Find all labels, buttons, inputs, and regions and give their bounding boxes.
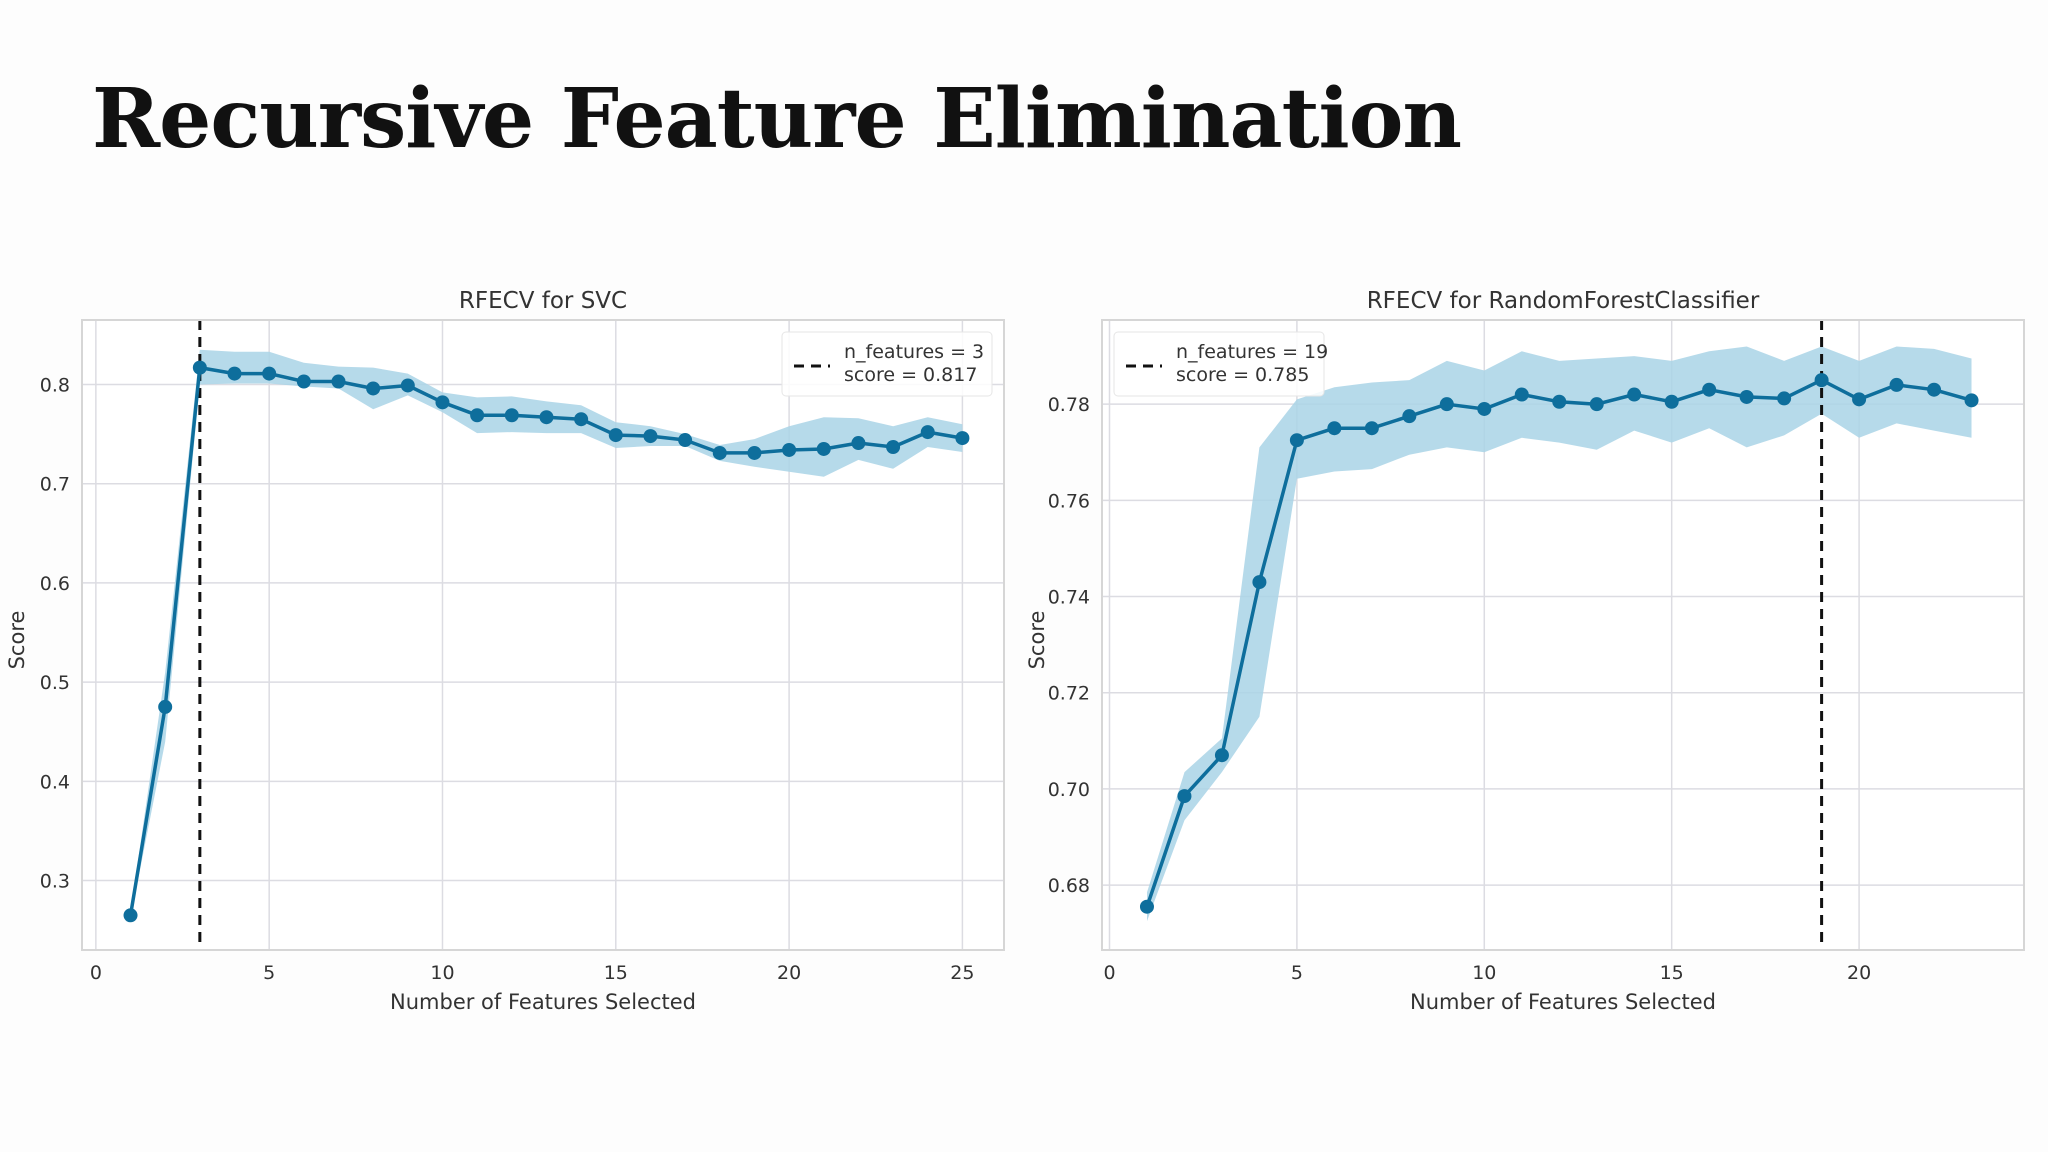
data-point: [1852, 392, 1867, 407]
legend-n-features: n_features = 19: [1176, 341, 1328, 363]
data-point: [886, 439, 901, 454]
data-point: [1814, 373, 1829, 388]
data-point: [1214, 748, 1229, 763]
y-tick-label: 0.8: [40, 374, 70, 396]
x-axis-label: Number of Features Selected: [390, 990, 696, 1014]
data-point: [1177, 789, 1192, 804]
data-point: [470, 408, 485, 423]
legend-score: score = 0.817: [844, 364, 977, 386]
data-point: [192, 360, 207, 375]
data-point: [1552, 394, 1567, 409]
data-point: [851, 436, 866, 451]
data-point: [782, 442, 797, 457]
data-point: [1514, 387, 1529, 402]
legend-box: [781, 331, 993, 397]
score-std-band: [1147, 346, 1972, 922]
data-point: [400, 378, 415, 393]
y-tick-label: 0.5: [40, 672, 70, 694]
plot-frame: [81, 319, 1005, 951]
y-tick-label: 0.68: [1048, 875, 1090, 897]
data-point: [1777, 391, 1792, 406]
x-tick-label: 10: [1472, 962, 1496, 984]
legend-n-features: n_features = 3: [844, 341, 984, 363]
y-axis-label: Score: [1025, 611, 1049, 670]
data-point: [227, 366, 242, 381]
y-tick-label: 0.7: [40, 474, 70, 496]
data-point: [1927, 382, 1942, 397]
data-point: [712, 445, 727, 460]
data-point: [1664, 394, 1679, 409]
data-point: [1402, 409, 1417, 424]
data-point: [747, 445, 762, 460]
data-point: [955, 431, 970, 446]
data-point: [1889, 377, 1904, 392]
x-tick-label: 5: [263, 962, 275, 984]
y-tick-label: 0.74: [1048, 587, 1090, 609]
plot-frame: [1101, 319, 2025, 951]
data-point: [643, 429, 658, 444]
x-tick-label: 0: [1103, 962, 1115, 984]
data-point: [608, 428, 623, 443]
data-point: [678, 433, 693, 448]
data-point: [331, 374, 346, 389]
y-tick-label: 0.6: [40, 573, 70, 595]
x-axis-label: Number of Features Selected: [1410, 990, 1716, 1014]
random-forest-rfecv-plot: 0 5 10 15 20 0.68 0.70 0.72 0.74 0.76 0.78 RFECV f…: [1025, 288, 2025, 1014]
x-tick-label: 5: [1291, 962, 1303, 984]
data-point: [574, 412, 589, 427]
x-tick-label: 20: [1847, 962, 1871, 984]
data-point: [504, 408, 519, 423]
data-point: [1627, 387, 1642, 402]
data-point: [435, 395, 450, 410]
y-tick-label: 0.3: [40, 871, 70, 893]
data-point: [1289, 433, 1304, 448]
legend: n_features = 19 score = 0.785: [1113, 331, 1328, 397]
page-title: Recursive Feature Elimination: [92, 71, 1462, 167]
svc-rfecv-plot: 0 5 10 15 20 25 0.3 0.4 0.5 0.6 0.7 0.8 RFECV for S…: [5, 288, 1005, 1014]
random-forest-rfecv-chart: 0 5 10 15 20 0.68 0.70 0.72 0.74 0.76 0.78 RFECV f…: [1020, 270, 2030, 1030]
x-tick-label: 15: [604, 962, 628, 984]
y-tick-label: 0.4: [40, 771, 70, 793]
data-point: [158, 699, 173, 714]
y-tick-label: 0.76: [1048, 490, 1090, 512]
data-point: [539, 410, 554, 425]
data-point: [1252, 575, 1267, 590]
data-point: [1327, 421, 1342, 436]
x-tick-label: 0: [90, 962, 102, 984]
x-tick-label: 20: [777, 962, 801, 984]
data-point: [1439, 397, 1454, 412]
y-tick-label: 0.78: [1048, 394, 1090, 416]
data-point: [1964, 393, 1979, 408]
legend-box: [1113, 331, 1325, 397]
y-tick-label: 0.70: [1048, 779, 1090, 801]
chart-title: RFECV for RandomForestClassifier: [1367, 288, 1760, 314]
data-point: [1139, 899, 1154, 914]
x-tick-label: 15: [1660, 962, 1684, 984]
legend: n_features = 3 score = 0.817: [781, 331, 993, 397]
data-point: [123, 908, 138, 923]
data-point: [1702, 382, 1717, 397]
data-point: [816, 441, 831, 456]
data-point: [1364, 421, 1379, 436]
data-point: [1477, 401, 1492, 416]
chart-title: RFECV for SVC: [459, 288, 627, 314]
y-axis-label: Score: [5, 611, 29, 670]
data-point: [1589, 397, 1604, 412]
data-point: [920, 425, 935, 440]
x-tick-label: 10: [430, 962, 454, 984]
data-point: [296, 374, 311, 389]
svc-rfecv-chart: 0 5 10 15 20 25 0.3 0.4 0.5 0.6 0.7 0.8 RFECV for S…: [0, 270, 1010, 1030]
data-point: [366, 381, 381, 396]
x-tick-label: 25: [950, 962, 974, 984]
data-point: [1739, 389, 1754, 404]
legend-score: score = 0.785: [1176, 364, 1309, 386]
data-point: [262, 366, 277, 381]
y-tick-label: 0.72: [1048, 683, 1090, 705]
